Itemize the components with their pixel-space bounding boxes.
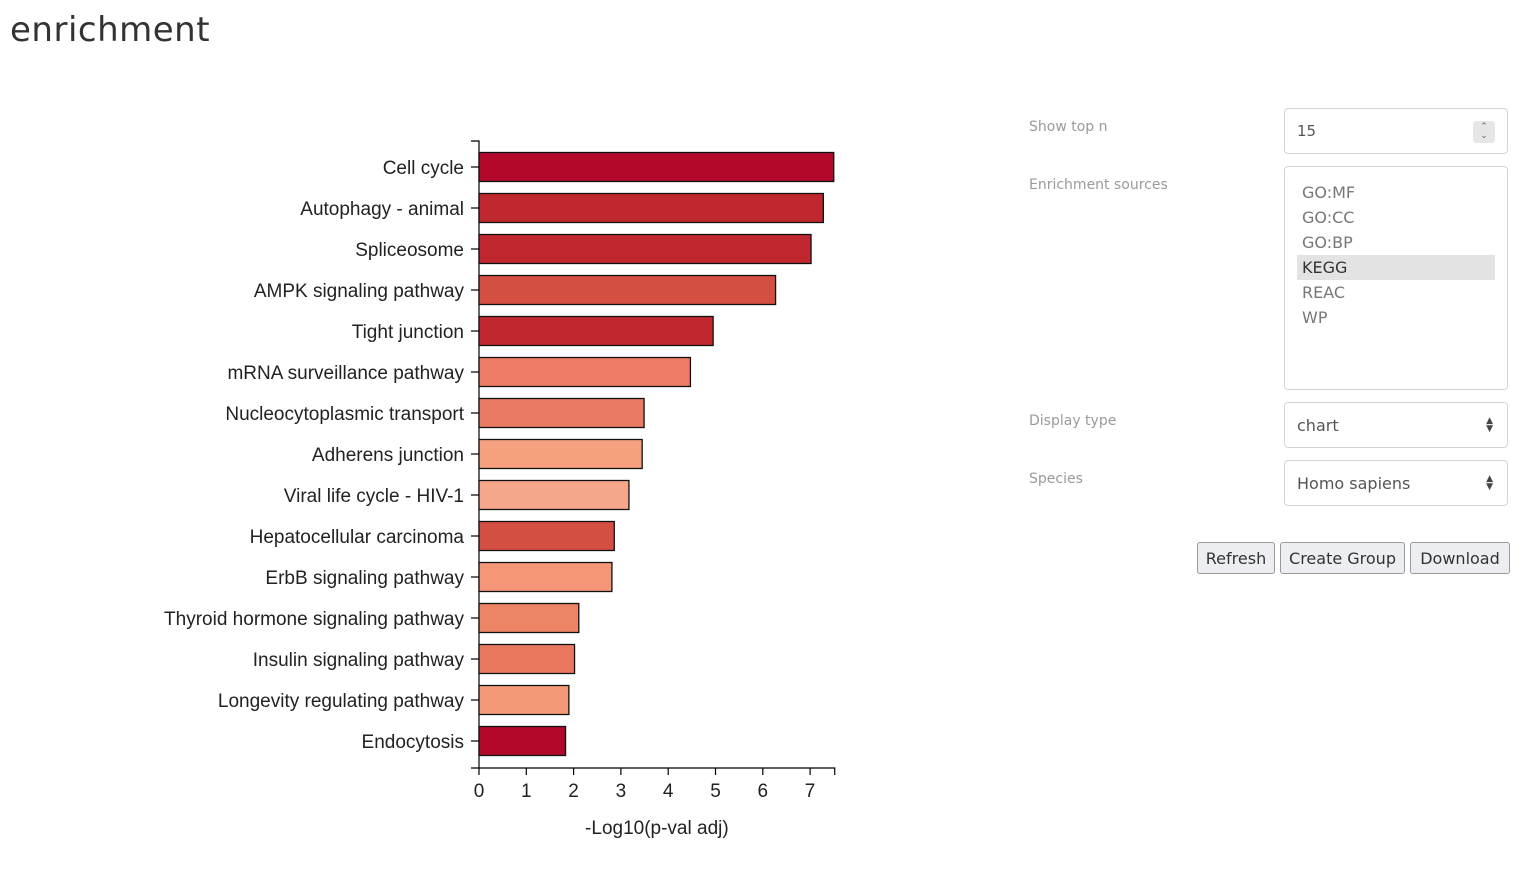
- x-tick-label: 7: [805, 781, 816, 802]
- create-group-button[interactable]: Create Group: [1280, 542, 1405, 574]
- sort-caret-icon: ▲ ▼: [1486, 416, 1493, 434]
- bar-4: [478, 274, 777, 306]
- bar-3: [478, 233, 812, 265]
- bar-10: [478, 520, 615, 552]
- sort-caret-icon: ▲ ▼: [1486, 474, 1493, 492]
- enrichment-sources-label: Enrichment sources: [1029, 177, 1168, 193]
- x-tick-label: 3: [616, 781, 627, 802]
- x-tick-label: 6: [758, 781, 769, 802]
- enrichment-sources-listbox[interactable]: GO:MF GO:CC GO:BP KEGG REAC WP: [1284, 166, 1508, 390]
- download-button[interactable]: Download: [1410, 542, 1510, 574]
- x-tick-label: 2: [568, 781, 579, 802]
- category-label: mRNA surveillance pathway: [227, 363, 464, 384]
- bar-11: [478, 561, 613, 593]
- category-label: Viral life cycle - HIV-1: [284, 486, 464, 507]
- category-label: Endocytosis: [362, 732, 464, 753]
- bar-5: [478, 315, 714, 347]
- page-title: enrichment: [10, 10, 211, 50]
- category-label: Cell cycle: [383, 158, 464, 179]
- display-type-label: Display type: [1029, 413, 1117, 429]
- category-label: ErbB signaling pathway: [265, 568, 464, 589]
- category-label: Spliceosome: [355, 240, 464, 261]
- x-tick-label: 4: [663, 781, 674, 802]
- species-select[interactable]: Homo sapiens ▲ ▼: [1284, 460, 1508, 506]
- category-label: Insulin signaling pathway: [253, 650, 465, 671]
- species-label: Species: [1029, 471, 1083, 487]
- enrichment-bar-chart: Cell cycle Autophagy - animal Spliceosome A…: [164, 140, 836, 839]
- bar-14: [478, 684, 570, 716]
- x-tick-label: 1: [521, 781, 532, 802]
- source-option-wp[interactable]: WP: [1302, 308, 1328, 327]
- category-label: Thyroid hormone signaling pathway: [164, 609, 464, 630]
- x-tick-label: 0: [474, 781, 485, 802]
- bar-15: [478, 725, 567, 757]
- category-label: Hepatocellular carcinoma: [250, 527, 465, 548]
- x-axis-line: [471, 767, 836, 775]
- bar-13: [478, 643, 576, 675]
- bar-1: [478, 151, 835, 183]
- bar-9: [478, 479, 630, 511]
- source-option-reac[interactable]: REAC: [1302, 283, 1346, 302]
- source-option-go-mf[interactable]: GO:MF: [1302, 183, 1356, 202]
- x-tick-label: 5: [710, 781, 721, 802]
- source-option-go-cc[interactable]: GO:CC: [1302, 208, 1355, 227]
- x-axis-title: -Log10(p-val adj): [585, 818, 729, 839]
- display-type-select[interactable]: chart ▲ ▼: [1284, 402, 1508, 448]
- source-option-kegg[interactable]: KEGG: [1297, 255, 1495, 280]
- display-type-value: chart: [1297, 416, 1339, 435]
- top-n-input[interactable]: 15 ⌃ ⌄: [1284, 108, 1508, 154]
- species-value: Homo sapiens: [1297, 474, 1411, 493]
- category-label: Nucleocytoplasmic transport: [225, 404, 464, 425]
- bar-8: [478, 438, 643, 470]
- category-label: Longevity regulating pathway: [218, 691, 465, 712]
- bar-7: [478, 397, 645, 429]
- top-n-label: Show top n: [1029, 119, 1108, 135]
- category-label: Tight junction: [352, 322, 464, 343]
- number-stepper-icon[interactable]: ⌃ ⌄: [1473, 121, 1495, 143]
- top-n-value: 15: [1297, 122, 1317, 140]
- source-option-go-bp[interactable]: GO:BP: [1302, 233, 1353, 252]
- category-label: Adherens junction: [312, 445, 464, 466]
- refresh-button[interactable]: Refresh: [1197, 542, 1275, 574]
- category-label: Autophagy - animal: [300, 199, 464, 220]
- bar-2: [478, 192, 824, 224]
- y-axis-line: [471, 140, 480, 768]
- bar-12: [478, 602, 580, 634]
- category-label: AMPK signaling pathway: [254, 281, 465, 302]
- bar-6: [478, 356, 692, 388]
